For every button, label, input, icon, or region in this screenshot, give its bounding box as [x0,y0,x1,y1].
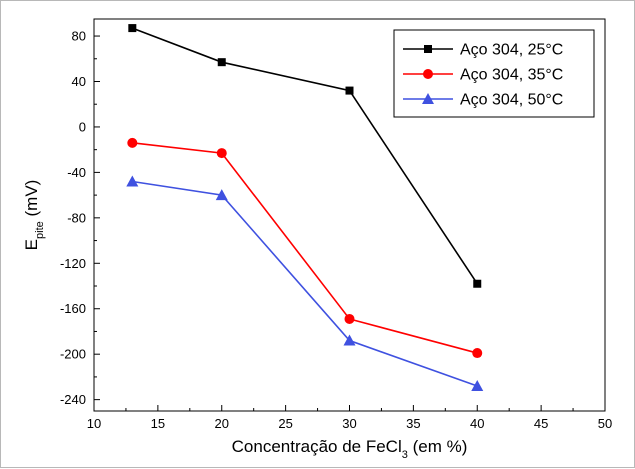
legend-item: Aço 304, 35°C [403,67,563,84]
x-tick-label: 10 [87,416,101,431]
series-3 [126,175,484,392]
series-2 [127,137,483,359]
y-tick-label: 80 [72,29,86,44]
data-point [216,148,227,159]
x-tick-label: 15 [151,416,165,431]
series-line [132,180,478,387]
series-1 [128,24,482,288]
x-tick-label: 35 [406,416,420,431]
y-tick-label: -40 [67,165,86,180]
y-tick-label: 0 [79,119,86,134]
y-axis: -240 -200 -160 -120 -80 -40 0 40 80 [60,29,100,407]
y-tick-label: -200 [60,347,86,362]
y-tick-label: -80 [67,210,86,225]
legend-marker [422,93,434,104]
x-tick-label: 50 [598,416,612,431]
y-tick-label: -120 [60,256,86,271]
legend-marker [423,69,433,79]
series-line [132,142,478,354]
series-layer [126,24,484,392]
legend-label: Aço 304, 25°C [460,42,563,59]
x-tick-label: 20 [215,416,229,431]
y-tick-label: 40 [72,74,86,89]
data-point [344,313,355,324]
legend-item: Aço 304, 25°C [403,42,563,59]
data-point [471,380,484,392]
data-point [215,189,228,201]
series-line [132,27,478,285]
legend: Aço 304, 25°C Aço 304, 35°C Aço 304, 50°C [393,29,595,118]
y-axis-title: Epite (mV) [22,180,46,251]
data-point [345,86,354,95]
data-point [128,24,137,33]
data-point [472,348,483,359]
data-point [343,334,356,346]
x-axis: 10 15 20 25 30 35 40 45 50 [87,405,612,431]
x-tick-label: 40 [470,416,484,431]
x-tick-label: 45 [534,416,548,431]
x-tick-label: 30 [342,416,356,431]
data-point [217,58,226,67]
x-tick-label: 25 [278,416,292,431]
legend-marker [424,45,432,53]
legend-label: Aço 304, 35°C [460,67,563,84]
y-tick-label: -160 [60,301,86,316]
y-tick-label: -240 [60,392,86,407]
data-point [126,175,139,187]
data-point [127,137,138,148]
data-point [473,279,482,288]
x-axis-title: Concentração de FeCl3 (em %) [232,437,468,461]
legend-item: Aço 304, 50°C [403,92,563,109]
legend-label: Aço 304, 50°C [460,92,563,109]
